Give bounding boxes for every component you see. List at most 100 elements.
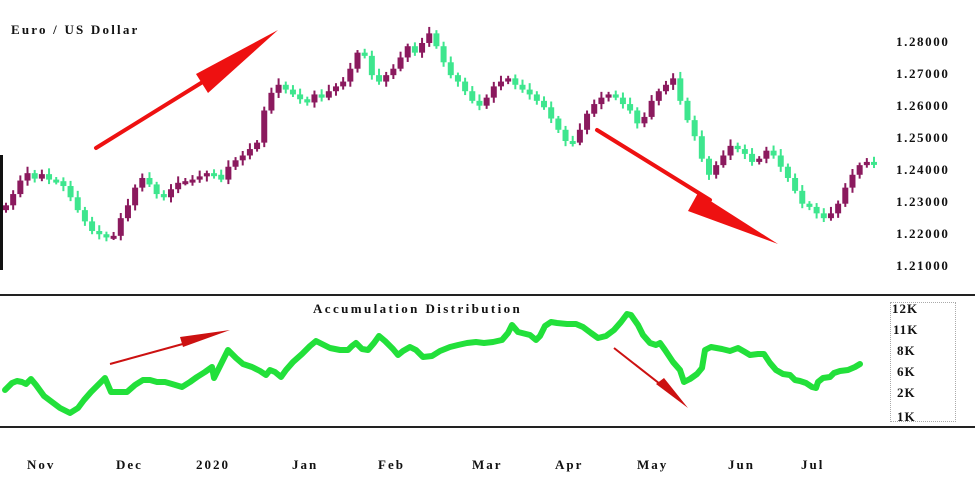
- indicator-top-border: [0, 294, 975, 296]
- candle: [175, 182, 182, 190]
- candle: [727, 145, 734, 156]
- candle: [411, 46, 418, 53]
- candlestick-series: [3, 26, 877, 242]
- candle: [849, 174, 856, 188]
- candle: [225, 166, 232, 180]
- candle: [103, 234, 110, 238]
- candle: [282, 84, 289, 90]
- x-tick: Nov: [27, 457, 56, 472]
- candle: [10, 194, 17, 206]
- candle: [648, 100, 655, 117]
- candle: [347, 68, 354, 82]
- indicator-title: Accumulation Distribution: [313, 301, 523, 316]
- candle: [74, 197, 81, 211]
- candle: [254, 142, 261, 150]
- candle: [246, 149, 253, 156]
- candle: [189, 179, 196, 183]
- candle: [433, 33, 440, 47]
- price-tick: 1.21000: [896, 258, 950, 273]
- candle: [397, 57, 404, 69]
- candle: [490, 86, 497, 98]
- candle: [476, 100, 483, 106]
- candle: [211, 173, 218, 177]
- candle: [304, 99, 311, 103]
- candle: [196, 176, 203, 180]
- indicator-axis-box: [890, 302, 956, 422]
- candle: [361, 52, 368, 56]
- candle: [297, 94, 304, 100]
- candle: [368, 55, 375, 76]
- candle: [38, 174, 45, 179]
- candle: [835, 203, 842, 214]
- x-tick: Dec: [116, 457, 143, 472]
- candle: [376, 75, 383, 82]
- chart-title: Euro / US Dollar: [11, 22, 140, 37]
- indicator-tick: 2K: [897, 385, 916, 400]
- candle: [505, 78, 512, 82]
- candle: [856, 165, 863, 175]
- candle: [390, 68, 397, 76]
- indicator-tick: 1K: [897, 409, 916, 424]
- ad-downtrend-arrow-icon: [613, 347, 688, 408]
- candle: [318, 94, 325, 98]
- candle: [720, 155, 727, 166]
- price-tick: 1.27000: [896, 66, 950, 81]
- candle: [792, 177, 799, 191]
- x-tick: Feb: [378, 457, 405, 472]
- price-tick: 1.25000: [896, 130, 950, 145]
- candle: [619, 97, 626, 105]
- candle: [132, 187, 139, 206]
- left-edge-bar: [0, 155, 3, 270]
- candle: [182, 181, 189, 185]
- candle: [311, 94, 318, 103]
- candle: [670, 78, 677, 85]
- x-tick: Jul: [801, 457, 825, 472]
- candle: [153, 184, 160, 195]
- indicator-bottom-border: [0, 426, 975, 428]
- candle: [576, 129, 583, 143]
- candle: [3, 205, 9, 211]
- candle: [655, 91, 662, 101]
- candle: [440, 46, 447, 63]
- candle: [447, 62, 454, 76]
- ad-uptrend-arrow-icon: [109, 330, 230, 365]
- candle: [454, 75, 461, 82]
- candle: [713, 165, 720, 175]
- candle: [117, 218, 124, 236]
- candle: [469, 91, 476, 101]
- indicator-tick: 12K: [892, 301, 919, 316]
- indicator-tick: 11K: [893, 322, 919, 337]
- candle: [598, 97, 605, 105]
- candle: [662, 84, 669, 92]
- candle: [419, 43, 426, 53]
- candle: [404, 46, 411, 58]
- candle: [763, 150, 770, 159]
- candle: [218, 174, 225, 180]
- x-tick: Jun: [728, 457, 755, 472]
- candle: [67, 186, 74, 198]
- candle: [627, 104, 634, 111]
- candle: [749, 153, 756, 162]
- candle: [232, 160, 239, 167]
- candle: [813, 206, 820, 214]
- candle: [555, 118, 562, 130]
- candle: [612, 94, 619, 98]
- candle: [268, 92, 275, 111]
- candle: [706, 158, 713, 175]
- candle: [53, 179, 60, 183]
- candle: [261, 110, 268, 143]
- candle: [777, 155, 784, 167]
- candle: [605, 94, 612, 98]
- candle: [548, 107, 555, 119]
- candle: [741, 149, 748, 154]
- price-tick: 1.24000: [896, 162, 950, 177]
- candle: [698, 136, 705, 159]
- candle: [784, 166, 791, 178]
- candle: [634, 110, 641, 124]
- x-tick: May: [637, 457, 669, 472]
- candle: [203, 173, 210, 177]
- candle: [519, 84, 526, 90]
- candle: [483, 97, 490, 106]
